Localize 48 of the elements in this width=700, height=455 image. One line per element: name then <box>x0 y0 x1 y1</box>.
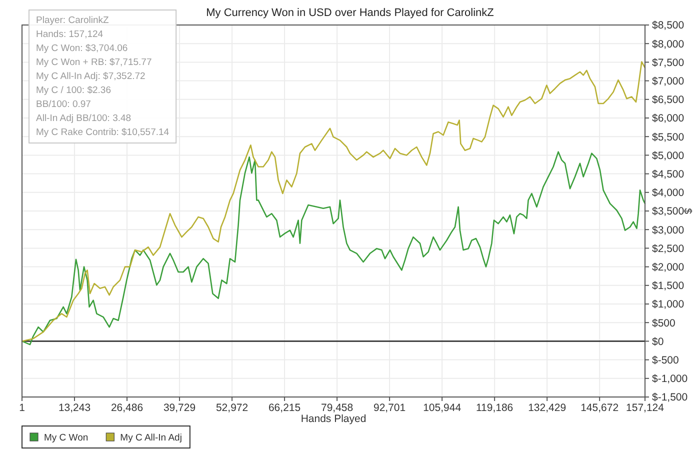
y-tick-label: $-1,000 <box>652 373 688 386</box>
y-tick-label: $0 <box>652 336 664 348</box>
chart-title: My Currency Won in USD over Hands Played for CarolinkZ <box>206 7 494 19</box>
y-tick-label: $2,000 <box>652 261 684 274</box>
x-tick-label: 26,486 <box>110 402 144 414</box>
annotation: BB/100: 0.97 <box>36 99 91 110</box>
x-tick-label: 52,972 <box>216 402 248 414</box>
annotation: Player: CarolinkZ <box>36 15 110 26</box>
x-tick-label: 39,729 <box>163 402 196 414</box>
y-tick-label: $1,000 <box>652 298 684 311</box>
y-tick-label: $7,500 <box>652 56 684 69</box>
y-tick-label: $4,500 <box>652 168 684 180</box>
x-tick-label: 119,186 <box>476 402 514 414</box>
y-tick-label: $3,500 <box>652 206 684 218</box>
x-tick-label: 79,458 <box>320 402 354 414</box>
annotation: My C Won: $3,704.06 <box>36 43 128 54</box>
annotation: My C All-In Adj: $7,352.72 <box>36 71 146 82</box>
y-tick-label: $-500 <box>652 354 680 366</box>
y-tick-label: $5,000 <box>652 150 684 162</box>
annotation: All-In Adj BB/100: 3.48 <box>36 113 132 124</box>
x-tick-label: 92,701 <box>373 402 406 414</box>
y-tick-label: $1,500 <box>652 280 684 292</box>
y-tick-label: $500 <box>652 317 676 330</box>
x-tick-label: 66,215 <box>268 402 301 414</box>
x-tick-label: 13,243 <box>58 402 91 414</box>
x-tick-label: 132,429 <box>528 402 566 414</box>
y-tick-label: $2,500 <box>652 242 684 255</box>
annotation: My C Rake Contrib: $10,557.14 <box>36 127 170 138</box>
y-tick-label: $6,000 <box>652 112 684 125</box>
y-tick-label: $-1,500 <box>652 392 688 404</box>
y-tick-label: $8,000 <box>652 38 684 50</box>
y-tick-label: $3,000 <box>652 224 684 236</box>
x-axis-title: Hands Played <box>300 413 366 425</box>
legend-label: My C Won <box>44 432 88 444</box>
y-tick-label: $4,000 <box>652 187 684 200</box>
annotation: My C Won + RB: $7,715.77 <box>36 57 152 68</box>
x-tick-label: 145,672 <box>580 402 619 414</box>
y-tick-label: $5,500 <box>652 131 684 144</box>
annotation: Hands: 157,124 <box>36 29 104 40</box>
y-tick-label: $8,500 <box>652 20 684 32</box>
legend-label: My C All-In Adj <box>120 432 182 444</box>
y-tick-label: $6,500 <box>652 94 684 106</box>
line-series <box>21 151 646 346</box>
x-tick-label: 105,944 <box>423 402 462 414</box>
x-tick-label: 1 <box>19 402 26 414</box>
annotation: My C / 100: $2.36 <box>36 85 111 96</box>
x-tick-label: 157,124 <box>626 402 664 414</box>
y-tick-label: $7,000 <box>652 75 684 88</box>
